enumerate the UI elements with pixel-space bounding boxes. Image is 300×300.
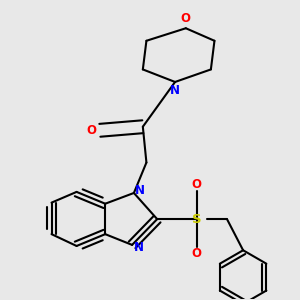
Text: O: O: [181, 12, 191, 25]
Text: N: N: [134, 241, 143, 254]
Text: O: O: [192, 178, 202, 190]
Text: O: O: [86, 124, 96, 137]
Text: N: N: [170, 84, 180, 97]
Text: O: O: [192, 247, 202, 260]
Text: S: S: [192, 213, 201, 226]
Text: N: N: [135, 184, 145, 196]
